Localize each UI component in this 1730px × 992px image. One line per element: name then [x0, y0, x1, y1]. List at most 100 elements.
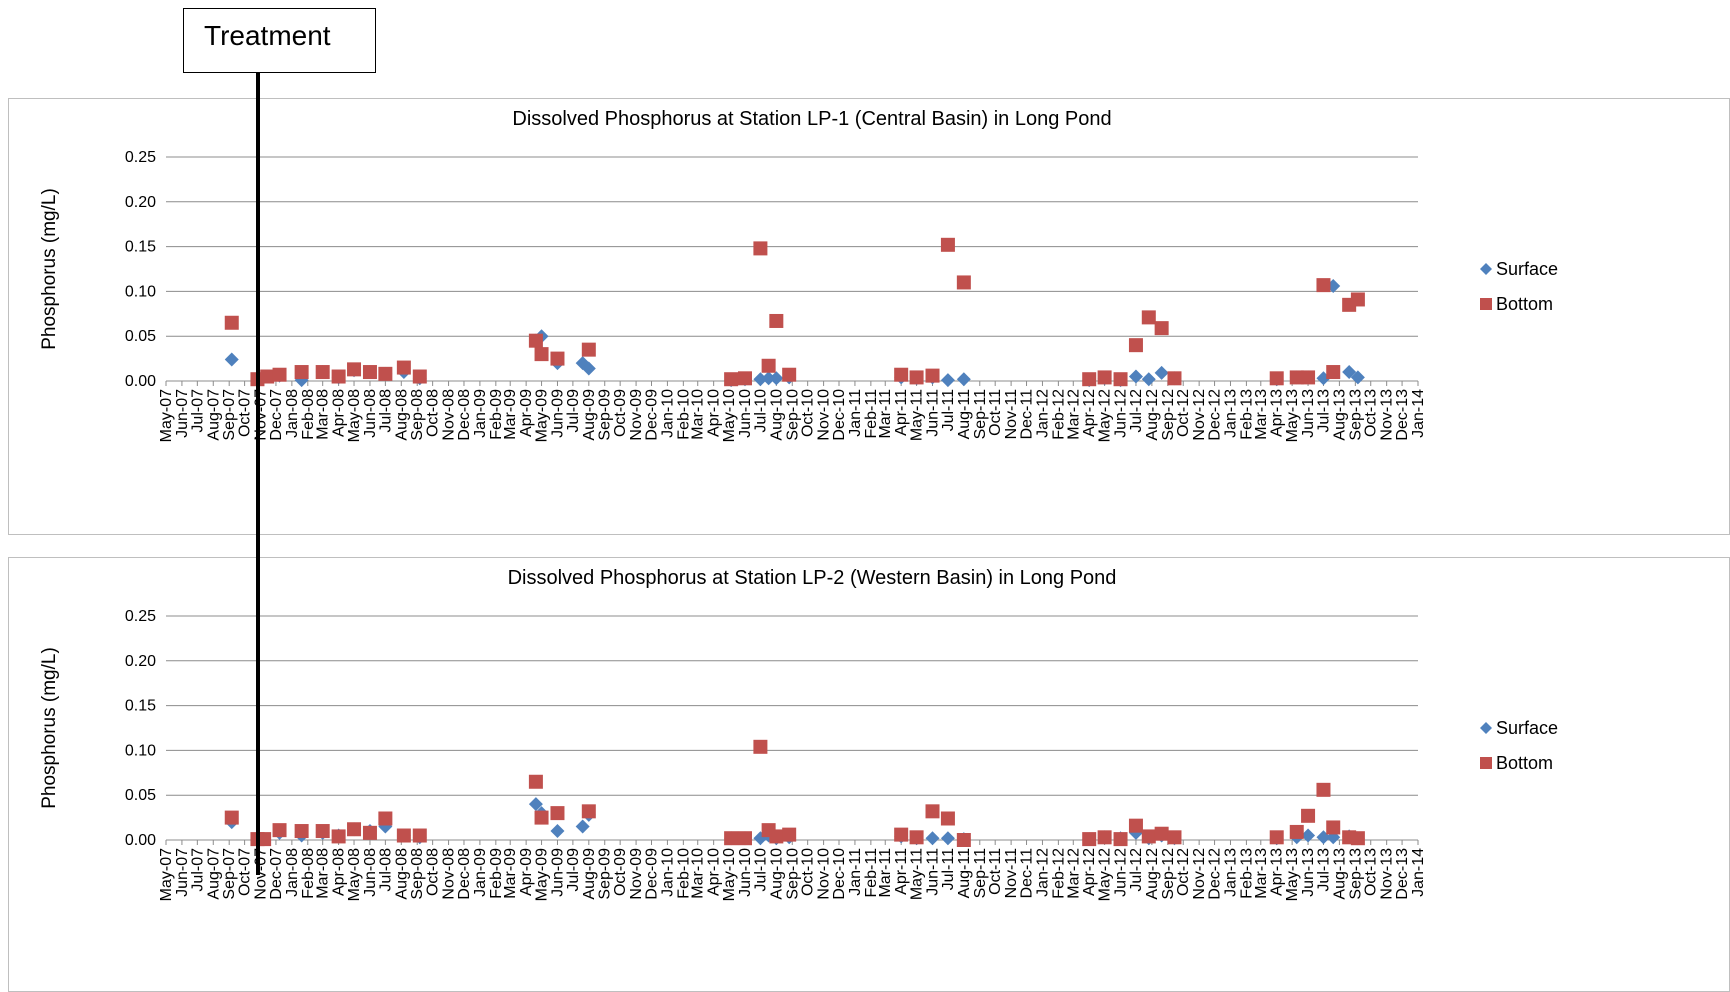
y-tick-label: 0.25 — [125, 149, 156, 166]
x-tick-label: Jan-12 — [1034, 848, 1051, 897]
bottom-point — [737, 831, 752, 846]
x-tick-label: May-08 — [346, 848, 363, 901]
bottom-point — [1154, 321, 1169, 336]
treatment-callout: Treatment — [183, 8, 376, 73]
bottom-point — [347, 822, 362, 837]
x-tick-label: Oct-12 — [1175, 389, 1192, 437]
bottom-point — [1128, 338, 1143, 353]
bottom-point — [224, 315, 239, 330]
bottom-point — [1141, 310, 1156, 325]
surface-point — [1154, 365, 1169, 380]
bottom-point — [1082, 832, 1097, 847]
bottom-point — [1350, 831, 1365, 846]
x-tick-label: Oct-07 — [237, 848, 254, 896]
bottom-point — [1269, 371, 1284, 386]
chart-panel-lp1: Dissolved Phosphorus at Station LP-1 (Ce… — [8, 98, 1730, 535]
x-tick-label: Apr-08 — [331, 848, 348, 896]
bottom-point — [1141, 829, 1156, 844]
surface-point — [940, 373, 955, 388]
x-tick-label: Jun-11 — [925, 389, 942, 437]
bottom-point — [1154, 826, 1169, 841]
x-tick-label: Jul-12 — [1128, 389, 1145, 433]
x-tick-label: Nov-13 — [1379, 848, 1396, 900]
x-tick-label: Feb-11 — [863, 389, 880, 439]
legend-label: Bottom — [1496, 753, 1553, 773]
x-tick-label: Dec-08 — [456, 848, 473, 900]
bottom-point — [1316, 782, 1331, 797]
x-tick-label: Oct-09 — [612, 848, 629, 896]
x-tick-label: Dec-09 — [643, 389, 660, 441]
bottom-point — [331, 829, 346, 844]
x-tick-label: Sep-10 — [784, 389, 801, 441]
y-tick-label: 0.10 — [125, 283, 156, 300]
x-tick-label: Jul-09 — [565, 848, 582, 892]
x-tick-label: Feb-09 — [488, 389, 505, 440]
x-tick-label: Mar-09 — [502, 389, 519, 440]
surface-point — [528, 797, 543, 812]
x-tick-label: Sep-10 — [784, 848, 801, 900]
bottom-point — [1301, 370, 1316, 385]
bottom-point — [581, 342, 596, 357]
x-tick-label: Jun-09 — [549, 848, 566, 897]
x-tick-label: Jun-07 — [174, 848, 191, 897]
bottom-point — [315, 365, 330, 380]
x-tick-label: Mar-11 — [877, 389, 894, 439]
x-tick-label: Feb-13 — [1238, 389, 1255, 440]
x-tick-label: Jun-12 — [1113, 848, 1130, 897]
x-tick-label: Oct-10 — [800, 389, 817, 437]
bottom-point — [1269, 830, 1284, 845]
bottom-point — [1316, 278, 1331, 293]
surface-point — [956, 372, 971, 387]
x-tick-label: Jun-13 — [1300, 848, 1317, 897]
bottom-point — [1097, 370, 1112, 385]
bottom-point — [534, 810, 549, 825]
x-tick-label: Mar-10 — [690, 389, 707, 440]
surface-point — [761, 371, 776, 386]
x-tick-label: Feb-08 — [300, 389, 317, 440]
bottom-point — [412, 828, 427, 843]
bottom-point — [925, 804, 940, 819]
x-tick-label: Aug-09 — [581, 848, 598, 900]
x-tick-label: Aug-08 — [393, 389, 410, 441]
x-tick-label: Aug-07 — [205, 389, 222, 441]
x-tick-label: Feb-12 — [1050, 389, 1067, 440]
x-tick-label: Mar-10 — [690, 848, 707, 899]
x-tick-label: Sep-12 — [1160, 848, 1177, 900]
x-tick-label: Feb-10 — [675, 389, 692, 440]
surface-point — [940, 831, 955, 846]
x-tick-label: May-10 — [721, 848, 738, 901]
x-tick-label: Jan-10 — [659, 389, 676, 438]
x-tick-label: Jul-08 — [377, 848, 394, 892]
x-tick-label: Oct-11 — [987, 389, 1004, 436]
x-tick-label: Apr-11 — [893, 848, 910, 895]
x-tick-label: Jul-12 — [1128, 848, 1145, 892]
x-tick-label: Sep-09 — [597, 848, 614, 900]
bottom-point — [1326, 365, 1341, 380]
bottom-point — [294, 824, 309, 839]
x-tick-label: Mar-08 — [315, 389, 332, 440]
y-tick-label: 0.00 — [125, 373, 156, 390]
x-tick-label: Nov-11 — [1003, 848, 1020, 898]
bottom-point — [378, 811, 393, 826]
legend-marker-bottom — [1480, 298, 1492, 310]
x-tick-label: Dec-10 — [831, 389, 848, 441]
chart-svg-lp2: Dissolved Phosphorus at Station LP-2 (We… — [39, 567, 1558, 901]
x-tick-label: Dec-12 — [1207, 848, 1224, 900]
x-tick-label: May-13 — [1284, 389, 1301, 442]
x-tick-label: Jun-11 — [925, 848, 942, 896]
x-tick-label: Sep-08 — [409, 848, 426, 900]
x-tick-label: Jul-13 — [1315, 389, 1332, 433]
bottom-point — [909, 830, 924, 845]
x-tick-label: Jun-07 — [174, 389, 191, 438]
x-tick-label: Apr-09 — [518, 389, 535, 437]
x-tick-label: Dec-09 — [643, 848, 660, 900]
x-tick-label: Jun-09 — [549, 389, 566, 438]
bottom-point — [1289, 370, 1304, 385]
x-tick-label: Feb-08 — [300, 848, 317, 899]
x-tick-label: Apr-09 — [518, 848, 535, 896]
x-tick-label: Dec-07 — [268, 848, 285, 900]
bottom-point — [753, 241, 768, 256]
x-tick-label: Feb-12 — [1050, 848, 1067, 899]
bottom-point — [737, 371, 752, 386]
x-tick-label: Aug-13 — [1331, 848, 1348, 900]
